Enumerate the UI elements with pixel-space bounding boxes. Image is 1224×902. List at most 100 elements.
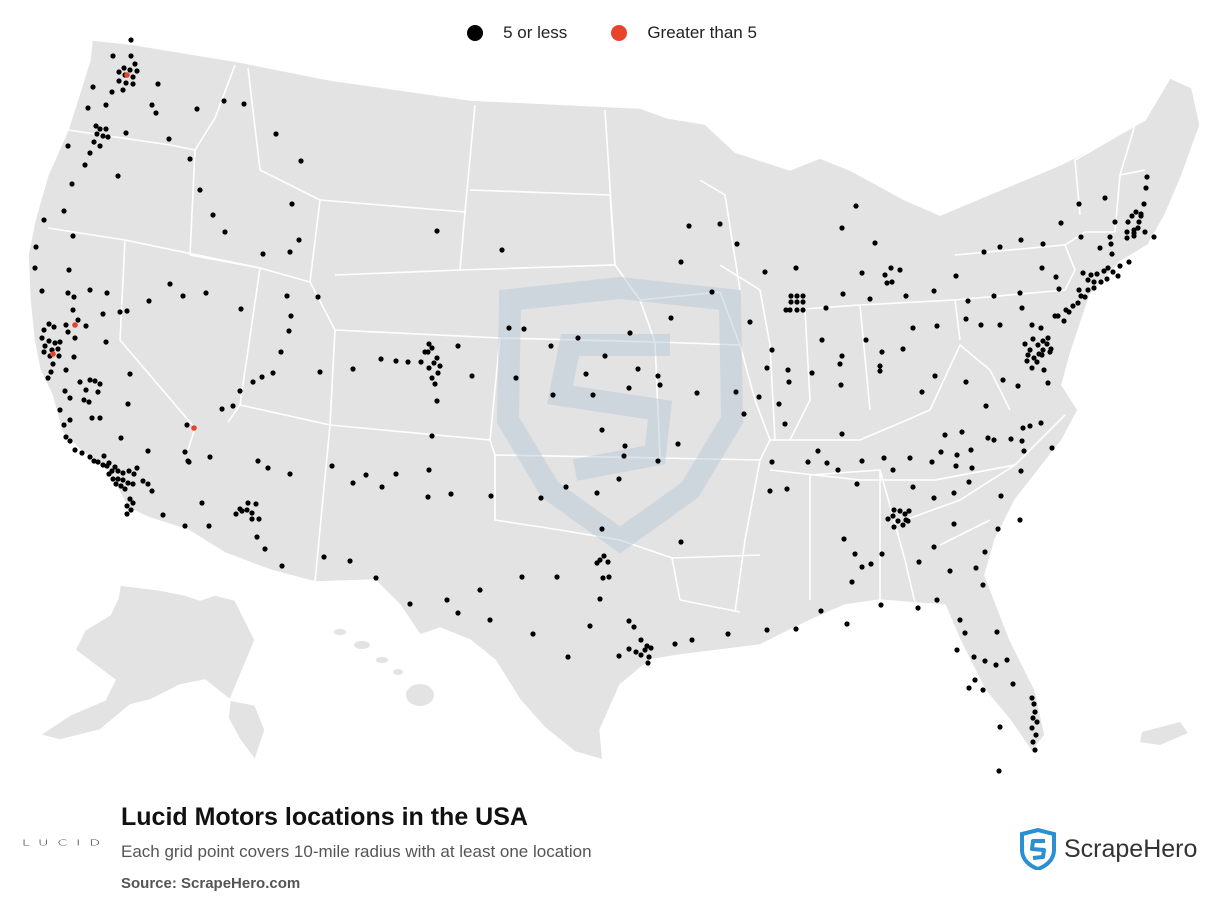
location-dot (167, 281, 173, 287)
location-dot (407, 601, 413, 607)
location-dot (635, 366, 641, 372)
location-dot (61, 422, 67, 428)
location-dot (756, 394, 762, 400)
location-dot (932, 373, 938, 379)
location-dot (210, 212, 216, 218)
location-dot (934, 323, 940, 329)
location-dot (429, 433, 435, 439)
location-dot (616, 476, 622, 482)
location-dot (638, 652, 644, 658)
location-dot (506, 325, 512, 331)
location-dot (565, 654, 571, 660)
location-dot (160, 512, 166, 518)
location-dot (103, 102, 109, 108)
location-dot (1053, 274, 1059, 280)
location-dot (434, 355, 440, 361)
location-dot (72, 447, 78, 453)
location-dot (626, 646, 632, 652)
location-dot (347, 558, 353, 564)
location-dot (87, 287, 93, 293)
location-dot (67, 395, 73, 401)
location-dot (186, 459, 192, 465)
location-dot (1030, 739, 1036, 745)
location-dot (997, 244, 1003, 250)
location-dot (57, 339, 63, 345)
location-dot (123, 130, 129, 136)
location-dot (957, 617, 963, 623)
location-dot (1044, 341, 1050, 347)
location-dot (279, 563, 285, 569)
location-dot (256, 516, 262, 522)
location-dot (425, 494, 431, 500)
location-dot (155, 81, 161, 87)
location-dot (1085, 287, 1091, 293)
lucid-logo-text: LUCID (22, 839, 110, 848)
location-dot (194, 106, 200, 112)
location-dot (1034, 719, 1040, 725)
location-dot (859, 458, 865, 464)
location-dot (668, 315, 674, 321)
location-dot (422, 349, 428, 355)
location-dot (182, 449, 188, 455)
location-dot (879, 349, 885, 355)
location-dot (1030, 336, 1036, 342)
lucid-logo: LUCID (22, 839, 109, 848)
location-dot (95, 389, 101, 395)
location-dot (786, 379, 792, 385)
location-dot (980, 687, 986, 693)
location-dot (71, 294, 77, 300)
location-dot (859, 270, 865, 276)
location-dot (1058, 220, 1064, 226)
location-dot (373, 575, 379, 581)
location-dot (134, 68, 140, 74)
location-dot (980, 582, 986, 588)
location-dot (783, 307, 789, 313)
location-dot (83, 387, 89, 393)
location-dot (278, 349, 284, 355)
location-dot (434, 228, 440, 234)
location-dot (997, 724, 1003, 730)
location-dot (983, 403, 989, 409)
location-dot (717, 221, 723, 227)
location-dot (1029, 365, 1035, 371)
location-dot (991, 293, 997, 299)
location-dot (106, 460, 112, 466)
location-dot (889, 279, 895, 285)
location-dot (123, 80, 129, 86)
location-dot (124, 511, 130, 517)
location-dot (432, 381, 438, 387)
location-dot (996, 768, 1002, 774)
location-dot (995, 526, 1001, 532)
location-dot (270, 370, 276, 376)
location-dot (877, 363, 883, 369)
location-dot (931, 544, 937, 550)
location-dot (206, 523, 212, 529)
location-dot (97, 381, 103, 387)
location-dot (841, 536, 847, 542)
location-dot (207, 454, 213, 460)
location-dot (1040, 347, 1046, 353)
location-dot (839, 225, 845, 231)
location-dot (46, 321, 52, 327)
location-dot (350, 366, 356, 372)
location-dot (273, 131, 279, 137)
location-dot (929, 459, 935, 465)
location-dot (455, 343, 461, 349)
location-dot (672, 641, 678, 647)
location-dot (469, 373, 475, 379)
location-dot (284, 293, 290, 299)
location-dot (1045, 380, 1051, 386)
location-dot (966, 479, 972, 485)
location-dot (521, 326, 527, 332)
location-dot (286, 328, 292, 334)
location-dot (110, 53, 116, 59)
location-dot (800, 293, 806, 299)
location-dot (965, 298, 971, 304)
location-dot (891, 507, 897, 513)
location-dot (48, 369, 54, 375)
location-dot (1027, 423, 1033, 429)
location-dot (117, 309, 123, 315)
location-dot (734, 241, 740, 247)
location-dot (109, 89, 115, 95)
location-dot (56, 353, 62, 359)
